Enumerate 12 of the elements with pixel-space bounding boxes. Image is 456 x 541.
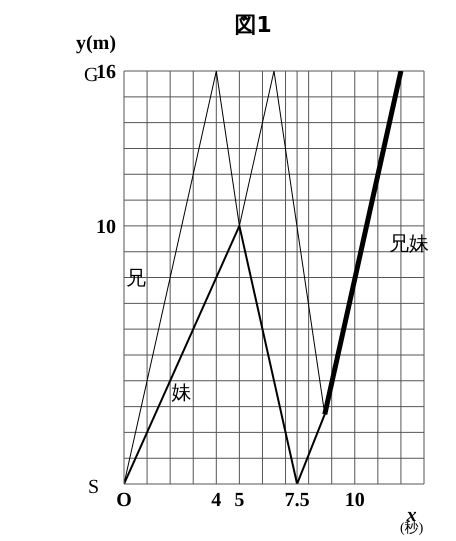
text: G <box>84 64 98 86</box>
x-tick-label: O <box>116 489 132 512</box>
x-tick-label: 4 <box>211 489 222 512</box>
x-tick-label: 7.5 <box>284 489 310 512</box>
x-axis-title: x (秒) <box>400 504 424 536</box>
series-label: 妹 <box>172 380 192 404</box>
x-tick-label: 10 <box>344 489 365 512</box>
y-tick-label: 16 <box>96 61 116 84</box>
x-tick-label: 5 <box>234 489 244 512</box>
chart-title: 図1 <box>233 12 273 40</box>
y-axis-title: y(m) <box>76 32 116 55</box>
text: S <box>88 476 100 498</box>
